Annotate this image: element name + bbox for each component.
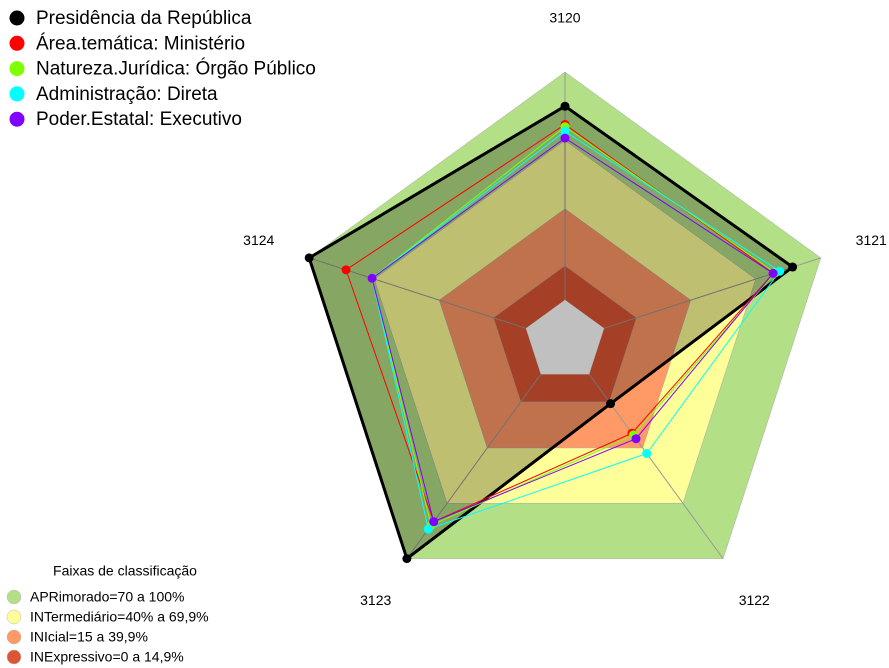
- data-point: [341, 265, 351, 275]
- legend-label: Presidência da República: [36, 8, 252, 29]
- band-legend-label: INExpressivo=0 a 14,9%: [30, 649, 184, 665]
- data-point: [367, 273, 377, 283]
- data-point: [560, 101, 570, 111]
- legend-label: Área.temática: Ministério: [36, 33, 245, 54]
- axis-label: 3122: [739, 592, 770, 608]
- series-area: [371, 126, 777, 527]
- data-point: [560, 133, 570, 143]
- series-area: [371, 137, 774, 523]
- legend-label: Administração: Direta: [36, 84, 218, 105]
- band-legend-marker: [6, 649, 22, 665]
- data-point: [304, 253, 314, 263]
- center-hole: [525, 299, 605, 375]
- axis-label: 3120: [549, 10, 580, 26]
- legend-marker: [9, 111, 25, 127]
- data-point: [402, 554, 412, 564]
- data-point: [423, 524, 433, 534]
- band-legend-marker: [6, 589, 22, 605]
- data-point: [788, 262, 798, 272]
- band-legend-marker: [6, 609, 22, 625]
- spoke: [603, 257, 821, 329]
- data-point: [768, 268, 778, 278]
- axis-label: 3121: [856, 232, 887, 248]
- band-legend-title: Faixas de classificação: [53, 563, 197, 579]
- band-legend-label: APRimorado=70 a 100%: [30, 589, 185, 605]
- axis-label: 3124: [243, 232, 274, 248]
- data-point: [642, 448, 652, 458]
- legend-marker: [9, 61, 25, 77]
- band-legend-label: INTermediário=40% a 69,9%: [30, 609, 209, 625]
- legend-label: Natureza.Jurídica: Órgão Público: [36, 58, 316, 80]
- legend-label: Poder.Estatal: Executivo: [36, 109, 242, 130]
- legend-marker: [9, 10, 25, 26]
- axis-label: 3123: [360, 592, 391, 608]
- data-point: [631, 434, 641, 444]
- data-point: [606, 399, 616, 409]
- series-area: [345, 123, 774, 523]
- legend-marker: [9, 86, 25, 102]
- band-legend-marker: [6, 629, 22, 645]
- data-point: [429, 517, 439, 527]
- legend-marker: [9, 35, 25, 51]
- data-point: [560, 126, 570, 136]
- series-area: [371, 130, 781, 530]
- band-legend-label: INIcial=15 a 39,9%: [30, 629, 148, 645]
